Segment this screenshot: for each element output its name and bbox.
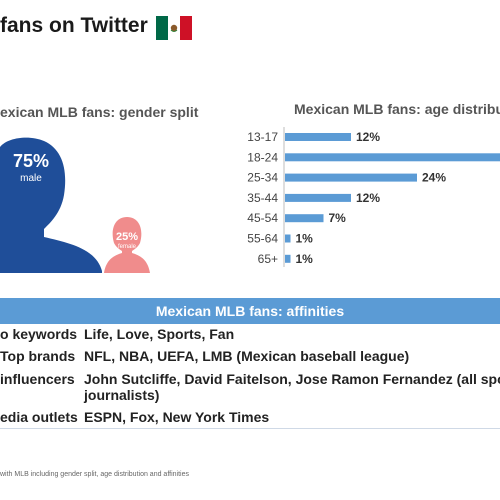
age-distribution-chart: 13-17 12% 18-24 25-34 24% 35-44 12% 45-54 7% 55-6… <box>247 127 500 267</box>
male-figure <box>0 137 102 273</box>
age-bar <box>285 214 324 223</box>
female-percentage: 25% <box>115 231 139 243</box>
age-tick-label: 13-17 <box>247 130 278 144</box>
mexico-flag-icon <box>156 16 192 40</box>
female-figure <box>104 217 150 273</box>
row-value-media: ESPN, Fox, New York Times <box>84 409 270 425</box>
age-bar <box>285 133 351 141</box>
age-tick-label: 25-34 <box>247 171 278 185</box>
age-tick-label: 45-54 <box>247 211 278 225</box>
table-divider <box>0 428 500 429</box>
row-value-brands: NFL, NBA, UEFA, LMB (Mexican baseball le… <box>84 348 410 364</box>
age-data-label: 12% <box>356 191 380 205</box>
row-label-media: edia outlets <box>0 409 78 425</box>
age-data-label: 1% <box>296 232 314 246</box>
row-label-influencers: influencers <box>0 371 75 387</box>
page-title: fans on Twitter <box>0 14 148 37</box>
female-label: female <box>117 244 136 250</box>
gender-split-title: exican MLB fans: gender split <box>0 104 199 120</box>
age-data-label: 12% <box>356 130 380 144</box>
gender-figures <box>0 137 150 273</box>
age-tick-label: 35-44 <box>247 191 278 205</box>
age-bar <box>285 153 500 162</box>
age-bar <box>285 254 291 263</box>
influencers-line-1: John Sutcliffe, David Faitelson, Jose Ra… <box>84 371 500 387</box>
age-bar <box>285 234 291 243</box>
footnote: with MLB including gender split, age dis… <box>0 471 189 478</box>
age-distribution-title: Mexican MLB fans: age distributio <box>294 101 500 117</box>
row-value-influencers: John Sutcliffe, David Faitelson, Jose Ra… <box>84 371 500 403</box>
male-label: male <box>20 173 42 184</box>
age-tick-label: 65+ <box>258 252 278 266</box>
row-value-keywords: Life, Love, Sports, Fan <box>84 326 235 342</box>
age-bar <box>285 193 351 202</box>
row-label-brands: Top brands <box>0 348 76 364</box>
influencers-line-2: journalists) <box>84 387 160 403</box>
age-data-label: 7% <box>329 211 347 225</box>
affinities-header: Mexican MLB fans: affinities <box>0 298 500 324</box>
age-tick-label: 18-24 <box>247 150 278 164</box>
male-percentage: 75% <box>12 151 50 171</box>
age-tick-label: 55-64 <box>247 232 278 246</box>
age-data-label: 1% <box>296 252 314 266</box>
age-data-label: 24% <box>422 171 446 185</box>
age-bar <box>285 173 417 182</box>
row-label-keywords: o keywords <box>0 326 78 342</box>
